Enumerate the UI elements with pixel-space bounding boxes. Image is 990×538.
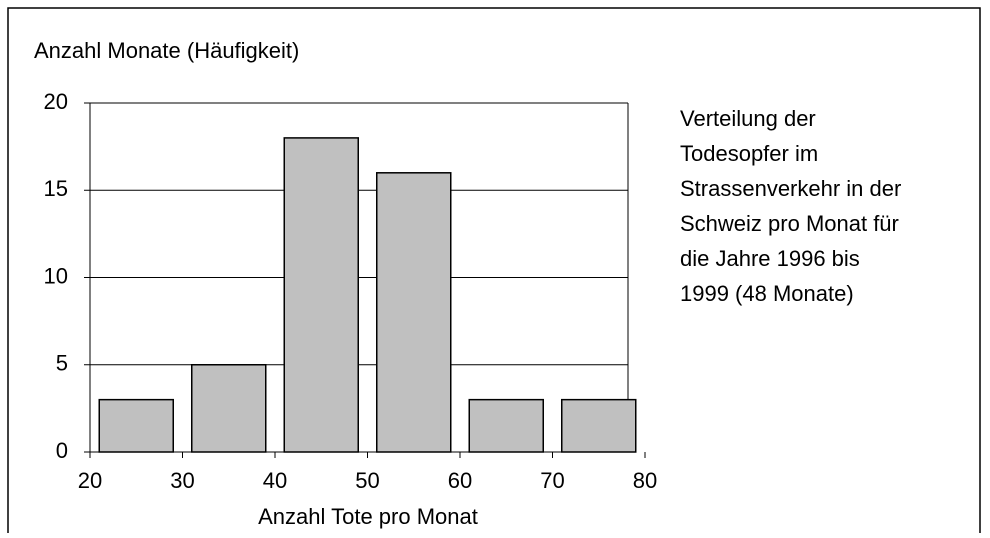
bar [376,172,452,453]
bar [283,137,359,453]
annotation: 1999 (48 Monate) [680,281,854,306]
x-axis-label: Anzahl Tote pro Monat [258,504,478,529]
bar [98,398,174,453]
x-tick-label: 50 [355,468,379,493]
y-tick-label: 20 [44,89,68,114]
x-tick-label: 40 [263,468,287,493]
annotation: Verteilung der [680,106,816,131]
y-axis-label: Anzahl Monate (Häufigkeit) [34,38,299,63]
y-tick-label: 0 [56,438,68,463]
annotation: Schweiz pro Monat für [680,211,899,236]
bar [468,398,544,453]
x-tick-label: 70 [540,468,564,493]
frame [7,7,981,533]
annotation: Todesopfer im [680,141,818,166]
x-tick-label: 20 [78,468,102,493]
x-tick-label: 80 [633,468,657,493]
y-tick-label: 5 [56,351,68,376]
y-tick-label: 15 [44,176,68,201]
annotation: die Jahre 1996 bis [680,246,860,271]
bar [561,398,637,453]
annotation: Strassenverkehr in der [680,176,901,201]
y-tick-label: 10 [44,263,68,288]
bar [191,364,267,453]
x-tick-label: 60 [448,468,472,493]
x-tick-label: 30 [170,468,194,493]
